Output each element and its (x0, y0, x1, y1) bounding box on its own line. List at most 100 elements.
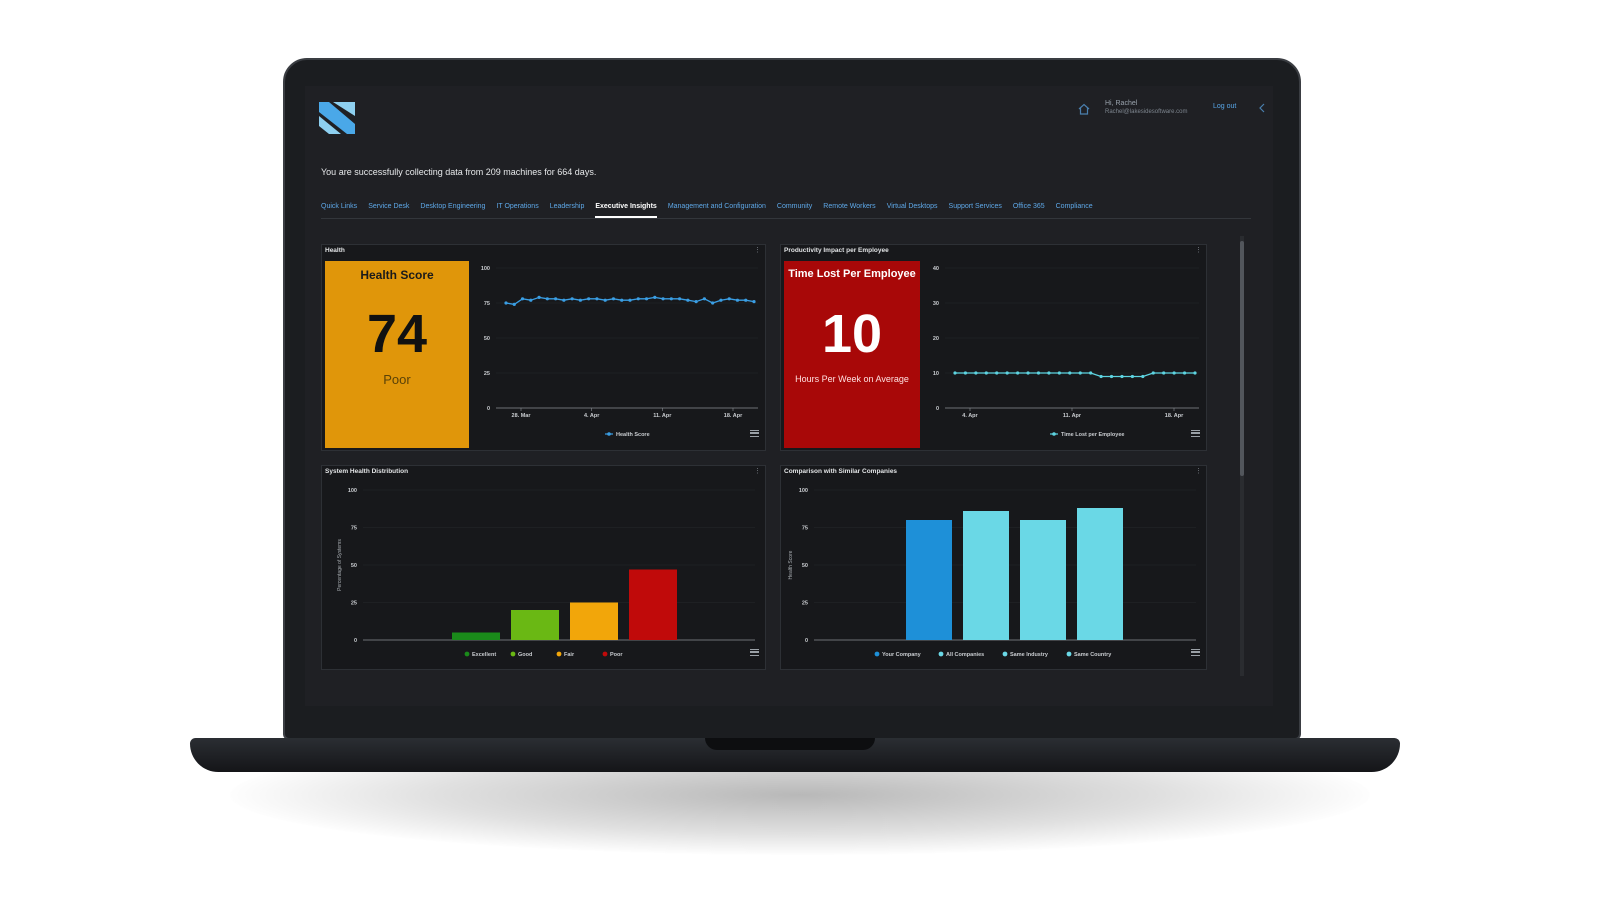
time-lost-line-chart: 40 30 20 10 0 4. Apr 11. Apr 18. Apr Time Lost p… (933, 266, 1199, 438)
y-tick-label: 75 (802, 526, 808, 532)
y-tick-label: 50 (484, 336, 490, 342)
chart-export-menu-icon[interactable] (750, 430, 759, 437)
tab-it-operations[interactable]: IT Operations (496, 203, 539, 210)
bar-your-company (906, 520, 952, 640)
data-point (1026, 371, 1030, 375)
legend-marker (1052, 432, 1056, 436)
data-point (661, 297, 665, 301)
x-tick-label: 18. Apr (724, 413, 743, 419)
legend-marker (607, 432, 611, 436)
x-tick-label: 11. Apr (653, 413, 672, 419)
data-point (537, 295, 541, 299)
data-point (520, 297, 525, 301)
panel-title: Productivity Impact per Employee (784, 247, 889, 254)
data-point (570, 297, 574, 301)
bar-same-country (1077, 508, 1123, 640)
logout-link[interactable]: Log out (1213, 103, 1237, 110)
brand-logo-icon[interactable] (319, 102, 355, 134)
tab-desktop-engineering[interactable]: Desktop Engineering (420, 203, 486, 210)
x-tick-label: 4. Apr (584, 413, 600, 419)
data-point (1057, 371, 1061, 375)
data-point (735, 298, 740, 302)
distribution-panel: System Health Distribution ⋮ 100 75 50 25 0 P… (321, 465, 766, 670)
chart-export-menu-icon[interactable] (1191, 649, 1200, 656)
health-distribution-bar-chart: 100 75 50 25 0 Percentage of Systems Excellent… (337, 488, 755, 658)
series-line (955, 372, 1195, 378)
legend-label: Fair (564, 652, 575, 658)
y-tick-label: 100 (481, 266, 490, 272)
data-point (1182, 371, 1187, 375)
data-point (554, 297, 558, 301)
tab-management-and-configuration[interactable]: Management and Configuration (667, 203, 766, 210)
y-tick-label: 0 (805, 638, 808, 644)
panel-title: System Health Distribution (325, 468, 409, 475)
chart-export-menu-icon[interactable] (1191, 430, 1200, 437)
user-greeting: Hi, Rachel (1105, 100, 1138, 107)
panel-menu-icon[interactable]: ⋮ (1195, 247, 1202, 254)
y-axis-title: Health Score (788, 550, 794, 579)
legend-label: Excellent (472, 652, 496, 658)
data-point (1005, 371, 1009, 375)
legend-label: Poor (610, 652, 623, 658)
bar-same-industry (1020, 520, 1066, 640)
tab-office-365[interactable]: Office 365 (1012, 203, 1045, 210)
legend-label: Same Industry (1010, 652, 1049, 658)
scrollbar-thumb[interactable] (1240, 241, 1244, 476)
bar-excellent (452, 632, 500, 640)
tab-community[interactable]: Community (776, 203, 813, 210)
y-tick-label: 0 (354, 638, 357, 644)
data-point (1130, 374, 1134, 379)
tab-leadership[interactable]: Leadership (549, 203, 585, 210)
bar-poor (629, 569, 677, 640)
tab-support-services[interactable]: Support Services (948, 203, 1002, 210)
bar-fair (570, 602, 618, 640)
collapse-icon[interactable] (1257, 102, 1267, 114)
tab-remote-workers[interactable]: Remote Workers (823, 203, 876, 210)
panel-menu-icon[interactable]: ⋮ (754, 247, 761, 254)
kpi-title: Health Score (360, 268, 434, 282)
laptop-notch (705, 738, 875, 750)
data-point (686, 298, 690, 302)
panel-menu-icon[interactable]: ⋮ (1195, 468, 1202, 475)
data-point (953, 371, 957, 375)
data-point (504, 301, 508, 305)
y-tick-label: 50 (351, 563, 357, 569)
y-tick-label: 100 (799, 488, 808, 494)
bar-all-companies (963, 511, 1009, 640)
data-point (587, 297, 591, 301)
tab-compliance[interactable]: Compliance (1055, 203, 1093, 210)
tab-executive-insights[interactable]: Executive Insights (595, 203, 657, 218)
tab-service-desk[interactable]: Service Desk (368, 203, 410, 210)
legend-marker (464, 651, 470, 657)
legend-marker (556, 651, 562, 657)
data-point (995, 371, 999, 375)
tab-virtual-desktops[interactable]: Virtual Desktops (886, 203, 938, 210)
data-point (578, 298, 582, 302)
y-tick-label: 50 (802, 563, 808, 569)
health-score-tile: Health Score 74 Poor (325, 261, 469, 448)
legend-label: Time Lost per Employee (1061, 432, 1124, 438)
legend-marker (1066, 651, 1072, 657)
x-tick-label: 4. Apr (962, 413, 978, 419)
home-icon[interactable] (1077, 102, 1091, 116)
data-point (628, 298, 632, 302)
tab-quick-links[interactable]: Quick Links (321, 203, 358, 210)
panel-title: Health (325, 247, 345, 254)
panel-menu-icon[interactable]: ⋮ (754, 468, 761, 475)
kpi-title: Time Lost Per Employee (788, 268, 916, 280)
data-point (744, 298, 748, 302)
data-point (1172, 371, 1176, 375)
data-point (1141, 374, 1145, 379)
bar-good (511, 610, 559, 640)
data-point (1068, 371, 1072, 375)
data-point (1151, 371, 1155, 375)
time-lost-tile: Time Lost Per Employee 10 Hours Per Week… (784, 261, 920, 448)
chart-export-menu-icon[interactable] (750, 649, 759, 656)
legend-marker (602, 651, 608, 657)
data-point (974, 371, 978, 375)
data-point (694, 300, 698, 304)
x-tick-label: 18. Apr (1165, 413, 1184, 419)
kpi-subtitle: Hours Per Week on Average (795, 374, 909, 384)
data-point (727, 297, 731, 301)
